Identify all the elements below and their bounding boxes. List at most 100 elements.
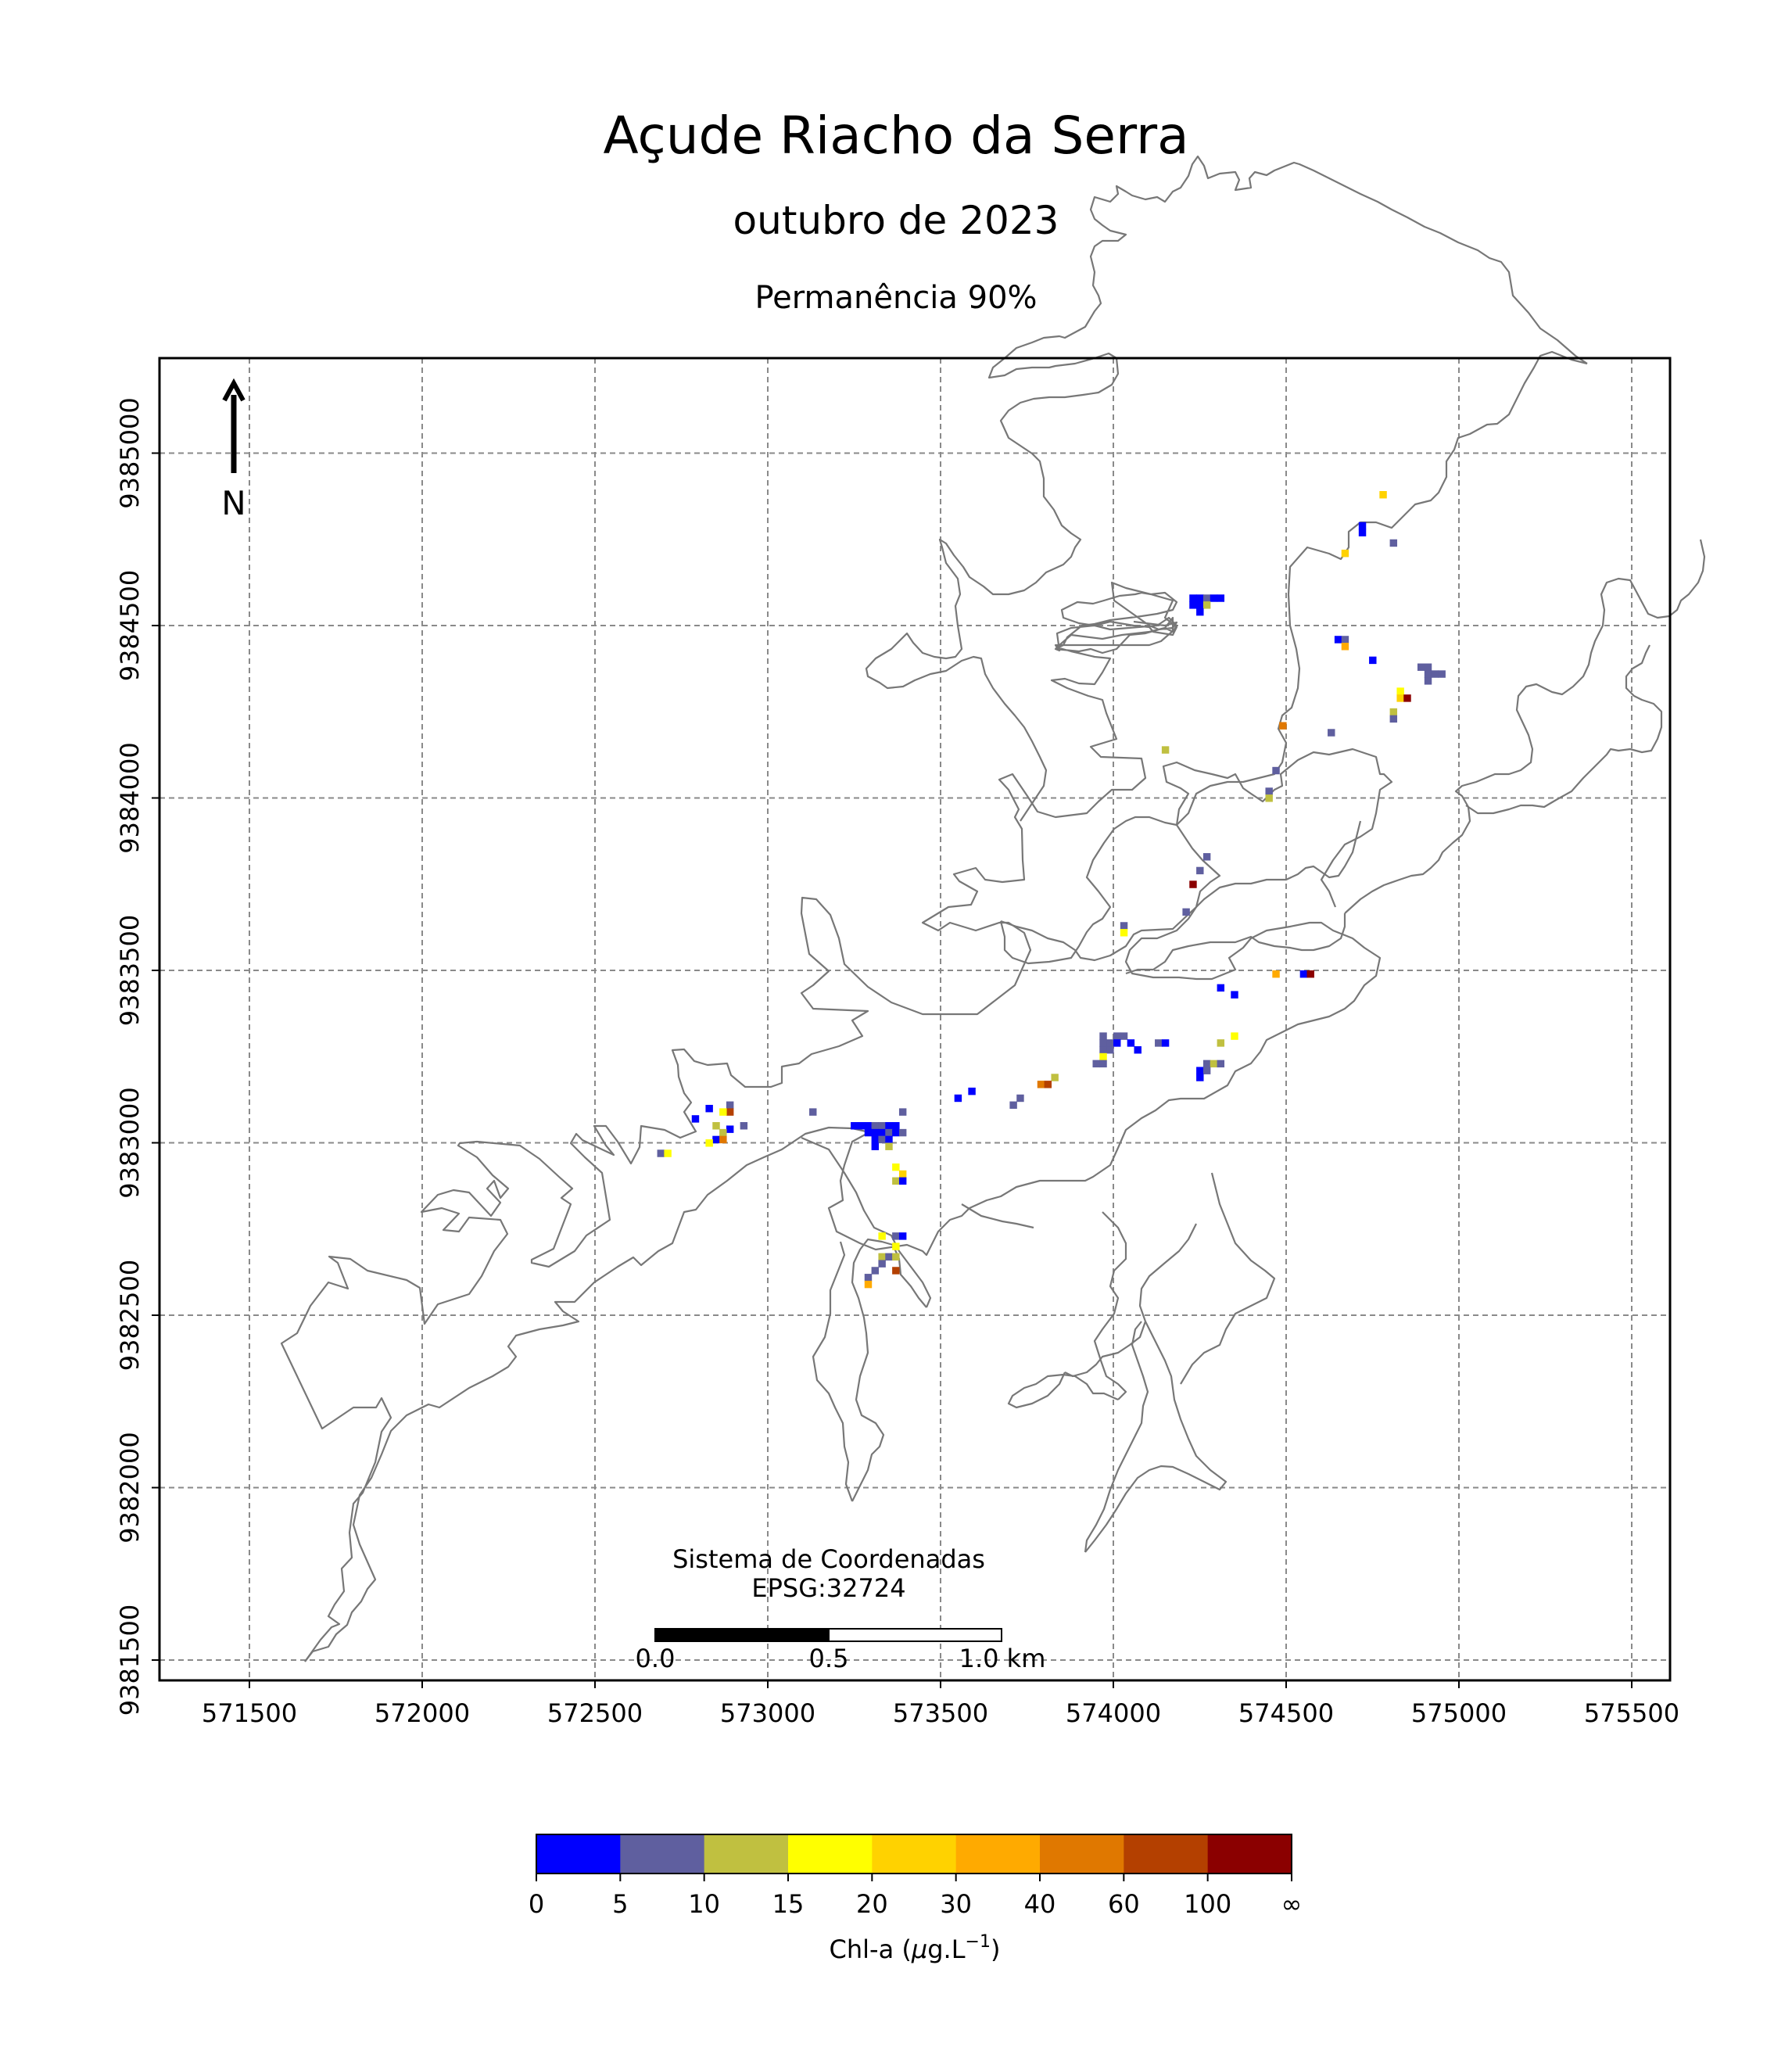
colorbar-tick-label-3: 15	[772, 1889, 805, 1919]
chl-pixel	[1202, 853, 1211, 861]
scale-label-0: 0.0	[636, 1644, 676, 1673]
chl-pixel	[1210, 594, 1218, 602]
chl-pixel	[1299, 970, 1308, 978]
chl-pixel	[885, 1128, 893, 1137]
chl-a-pixels	[657, 491, 1446, 1289]
x-tick-label-5: 574000	[1066, 1698, 1161, 1728]
chl-pixel	[1231, 991, 1238, 999]
plot-frame	[158, 357, 1672, 1682]
colorbar-tick-label-7: 60	[1108, 1889, 1140, 1919]
chl-pixel	[1099, 1052, 1107, 1061]
colorbar-tick-label-2: 10	[688, 1889, 720, 1919]
chl-pixel	[1217, 594, 1225, 602]
chl-pixel	[1389, 715, 1398, 723]
colorbar-frame	[536, 1834, 1292, 1874]
crs-label-line1: Sistema de Coordenadas	[672, 1544, 985, 1574]
colorbar-swatch-0	[536, 1834, 621, 1874]
chl-pixel	[954, 1094, 962, 1103]
y-tick-label-1: 9382000	[115, 1432, 145, 1544]
chl-pixel	[1092, 1060, 1100, 1068]
chl-pixel	[871, 1142, 880, 1150]
map-subtitle-permanence: Permanência 90%	[754, 280, 1038, 316]
scale-label-1km: 1.0 km	[959, 1644, 1046, 1673]
chl-pixel	[1196, 594, 1204, 602]
y-tick-label-3: 9383000	[115, 1087, 145, 1199]
chl-pixel	[657, 1149, 665, 1157]
chl-pixel	[857, 1122, 866, 1130]
chl-pixel	[885, 1142, 893, 1150]
chl-pixel	[1196, 1074, 1204, 1081]
chl-pixel	[898, 1108, 907, 1116]
chl-pixel	[871, 1267, 880, 1275]
chl-pixel	[705, 1104, 713, 1113]
chl-pixel	[892, 1232, 900, 1240]
colorbar-tick-label-5: 30	[940, 1889, 972, 1919]
chl-pixel	[892, 1242, 900, 1250]
chl-pixel	[1202, 1067, 1211, 1074]
north-label: N	[221, 484, 246, 522]
x-tick-label-3: 573000	[720, 1698, 815, 1728]
chl-pixel	[1202, 594, 1211, 602]
colorbar-swatch-7	[1124, 1834, 1209, 1874]
chl-pixel	[1161, 746, 1170, 754]
colorbar-label-prefix: Chl-a (	[830, 1935, 912, 1964]
chl-pixel	[1196, 866, 1204, 875]
colorbar-label-mu: μ	[911, 1935, 927, 1964]
y-tick-label-5: 9384000	[115, 742, 145, 854]
colorbar: 0 5 10 15 20 30 40 60 100 ∞	[529, 1834, 1302, 1919]
chl-pixel	[1217, 1039, 1225, 1047]
chl-pixel	[1051, 1074, 1059, 1081]
chl-pixel	[892, 1267, 900, 1275]
chl-pixel	[892, 1163, 900, 1171]
colorbar-swatch-4	[872, 1834, 957, 1874]
chl-pixel	[1265, 787, 1273, 795]
scale-label-half: 0.5	[809, 1644, 849, 1673]
x-tick-label-2: 572500	[547, 1698, 643, 1728]
chl-pixel	[1272, 766, 1280, 775]
colorbar-swatch-5	[955, 1834, 1041, 1874]
chl-pixel	[1369, 656, 1377, 665]
chl-pixel	[1396, 694, 1404, 702]
chl-pixel	[864, 1128, 873, 1137]
chl-pixel	[898, 1170, 907, 1178]
colorbar-swatch-1	[620, 1834, 705, 1874]
chl-pixel	[1189, 880, 1197, 888]
chl-pixel	[1196, 608, 1204, 616]
chl-pixel	[1328, 729, 1335, 737]
colorbar-tick-label-0: 0	[529, 1889, 544, 1919]
chl-pixel	[1099, 1032, 1107, 1040]
colorbar-swatch-2	[704, 1834, 789, 1874]
scale-bar-black	[654, 1628, 830, 1642]
chl-pixel	[1106, 1046, 1114, 1054]
chl-pixel	[864, 1274, 873, 1282]
north-arrow-icon	[222, 378, 246, 402]
chl-pixel	[712, 1135, 720, 1144]
chl-pixel	[864, 1280, 873, 1289]
chl-pixel	[1189, 601, 1197, 609]
map-subtitle-date: outubro de 2023	[733, 198, 1059, 243]
chl-pixel	[1272, 970, 1280, 978]
chl-pixel	[898, 1232, 907, 1240]
x-tick-label-1: 572000	[375, 1698, 470, 1728]
chl-pixel	[1334, 636, 1342, 644]
y-tick-label-6: 9384500	[115, 570, 145, 682]
chl-pixel	[1389, 708, 1398, 716]
chl-pixel	[851, 1122, 858, 1130]
chl-pixel	[1106, 1039, 1114, 1047]
x-axis-ticks: 571500 572000 572500 573000 573500 574000 5745…	[202, 1680, 1679, 1728]
chl-pixel	[1189, 594, 1197, 602]
chl-pixel	[1099, 1060, 1107, 1068]
colorbar-label-exp: −1	[966, 1932, 991, 1952]
chl-pixel	[1217, 984, 1225, 992]
chl-pixel	[1161, 1039, 1170, 1047]
colorbar-swatch-3	[788, 1834, 873, 1874]
scale-bar: 0.0 0.5 1.0 km	[636, 1628, 1046, 1673]
x-tick-label-4: 573500	[893, 1698, 988, 1728]
chl-pixel	[871, 1135, 880, 1144]
chl-pixel	[878, 1232, 886, 1240]
scale-bar-white	[828, 1628, 1002, 1642]
chl-pixel	[1265, 794, 1273, 802]
chl-pixel	[878, 1122, 886, 1130]
chl-pixel	[1120, 1032, 1128, 1040]
